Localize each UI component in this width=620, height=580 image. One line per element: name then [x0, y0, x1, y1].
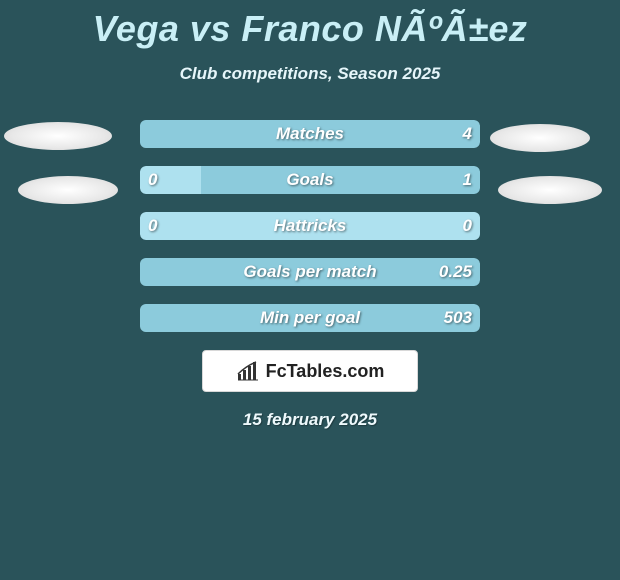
stat-row: 4Matches — [140, 120, 480, 148]
stat-value-right: 1 — [463, 166, 472, 194]
decorative-ellipse — [498, 176, 602, 204]
logo-text: FcTables.com — [266, 361, 385, 382]
comparison-title: Vega vs Franco NÃºÃ±ez — [0, 0, 620, 50]
stat-fill-left — [140, 212, 480, 240]
decorative-ellipse — [18, 176, 118, 204]
stat-row: 0.25Goals per match — [140, 258, 480, 286]
stat-fill-right — [140, 258, 480, 286]
stat-row: 01Goals — [140, 166, 480, 194]
stat-fill-right — [140, 120, 480, 148]
stat-value-left: 0 — [148, 212, 157, 240]
stat-fill-right — [140, 304, 480, 332]
stat-value-right: 0.25 — [439, 258, 472, 286]
stat-fill-right — [201, 166, 480, 194]
stat-value-right: 0 — [463, 212, 472, 240]
decorative-ellipse — [4, 122, 112, 150]
bar-chart-icon — [236, 360, 260, 382]
stat-row: 00Hattricks — [140, 212, 480, 240]
stat-value-right: 503 — [444, 304, 472, 332]
logo-box[interactable]: FcTables.com — [202, 350, 418, 392]
stat-value-left: 0 — [148, 166, 157, 194]
stat-value-right: 4 — [463, 120, 472, 148]
stat-area: 4Matches01Goals00Hattricks0.25Goals per … — [140, 120, 480, 332]
comparison-subtitle: Club competitions, Season 2025 — [0, 64, 620, 84]
decorative-ellipse — [490, 124, 590, 152]
comparison-date: 15 february 2025 — [0, 410, 620, 430]
stat-row: 503Min per goal — [140, 304, 480, 332]
